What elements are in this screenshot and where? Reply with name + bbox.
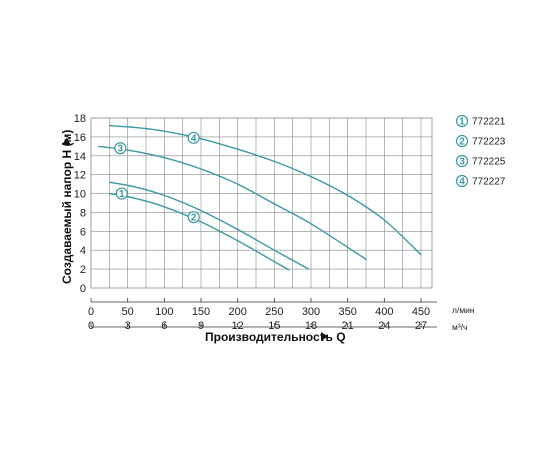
y-tick-label: 4 [80,245,86,257]
legend-marker-label: 4 [459,177,465,188]
chart-legend: 1 772221 2 772223 3 772225 4 772227 [455,114,506,188]
y-tick-label: 6 [80,226,86,238]
curve-marker-circle [114,142,127,155]
x-tick-label-m3h: 3 [125,320,131,332]
x-tick-label-lmin: 400 [375,306,393,318]
legend-marker-circle [455,134,469,148]
x-tick-label-lmin: 50 [122,306,134,318]
x-tick-label-m3h: 18 [305,320,317,332]
curve-marker-label: 4 [191,133,197,144]
curve-772221 [109,192,290,271]
x-axis-arrow-icon [321,332,328,341]
legend-marker-label: 2 [459,137,465,148]
x-tick-label-m3h: 0 [88,320,94,332]
legend-marker-label: 1 [459,117,465,128]
x-tick-label-lmin: 0 [88,306,94,318]
chart-grid [90,117,433,289]
x-axis-title: Производительность Q [205,330,346,344]
legend-series-label: 772221 [472,117,506,128]
x-tick-label-lmin: 100 [155,306,173,318]
curve-marker-label: 2 [191,213,197,224]
x-tick-label-lmin: 250 [265,306,283,318]
curve-marker-label: 3 [118,144,124,155]
x-tick-label-m3h: 6 [161,320,167,332]
x-unit-m3h: м³/ч [452,322,467,332]
chart-curves [98,124,422,271]
x-tick-label-lmin: 300 [302,306,320,318]
x-tick-label-m3h: 15 [268,320,280,332]
x-tick-label-m3h: 9 [198,320,204,332]
curve-772227 [109,124,422,256]
y-tick-label: 2 [80,264,86,276]
y-tick-label: 0 [80,283,86,295]
curve-marker-circle [187,211,200,224]
x-tick-label-m3h: 27 [415,320,427,332]
y-tick-label: 18 [74,113,86,125]
x-tick-label-lmin: 200 [228,306,246,318]
y-tick-label: 16 [74,132,86,144]
chart-curve-markers: 1 2 3 4 [114,131,200,224]
curve-marker-circle [187,131,200,144]
x-tick-label-m3h: 21 [342,320,354,332]
y-tick-label: 14 [74,151,86,163]
legend-series-label: 772223 [472,137,506,148]
legend-marker-circle [455,174,469,188]
x-tick-label-lmin: 350 [338,306,356,318]
curve-772223 [109,181,310,270]
legend-series-label: 772227 [472,177,506,188]
legend-marker-label: 3 [459,157,465,168]
y-tick-label: 10 [74,189,86,201]
x-unit-lmin: л/мин [452,305,475,315]
x-tick-label-lmin: 450 [412,306,430,318]
y-axis-title: Создаваемый напор H (м) [60,130,74,284]
curve-772225 [98,145,368,261]
legend-marker-circle [455,114,469,128]
y-tick-label: 12 [74,170,86,182]
x-tick-label-m3h: 12 [232,320,244,332]
legend-marker-circle [455,154,469,168]
curve-marker-circle [115,187,128,200]
y-tick-label: 8 [80,207,86,219]
legend-series-label: 772225 [472,157,506,168]
x-tick-label-m3h: 24 [378,320,390,332]
curve-marker-label: 1 [119,189,125,200]
y-axis-arrow-icon [62,138,71,145]
plot-frame [90,117,433,289]
x-tick-label-lmin: 150 [192,306,210,318]
